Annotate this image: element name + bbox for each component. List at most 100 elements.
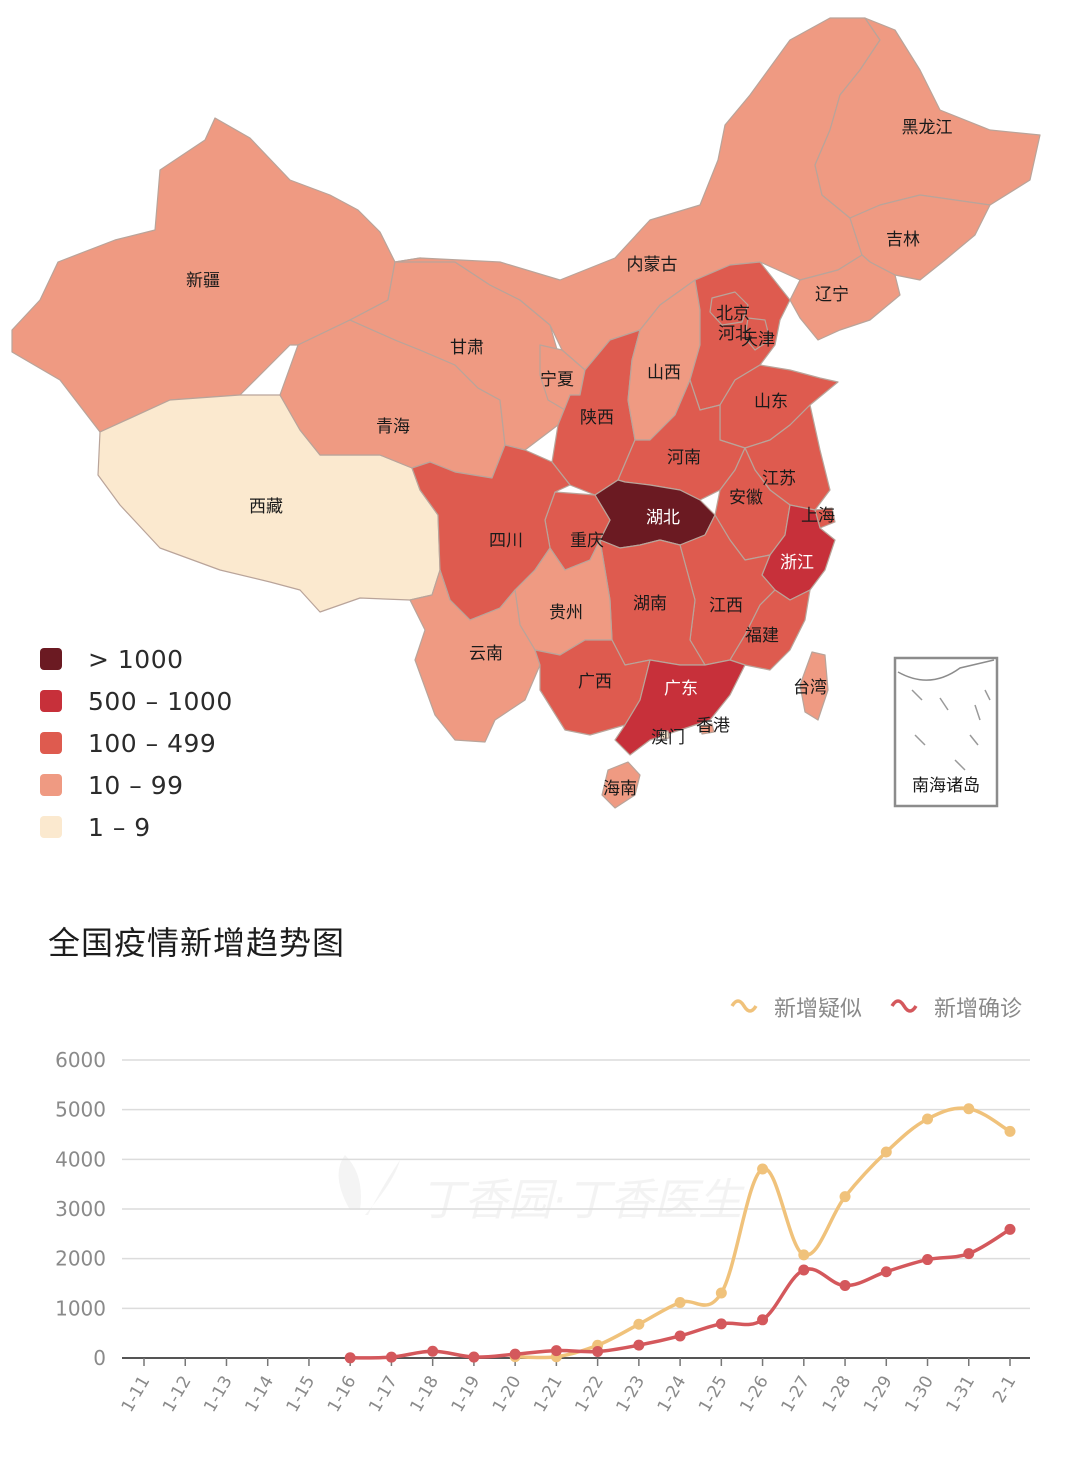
legend-swatch	[40, 816, 62, 838]
y-tick-label: 3000	[55, 1197, 106, 1221]
data-point[interactable]	[963, 1103, 975, 1115]
legend-label: 1 – 9	[88, 812, 151, 842]
x-tick-label: 1-12	[159, 1373, 196, 1416]
province-label: 新疆	[186, 271, 220, 291]
province-label: 安徽	[729, 488, 763, 508]
data-point[interactable]	[963, 1248, 975, 1260]
x-tick-label: 1-28	[819, 1373, 856, 1416]
province-label: 上海	[801, 506, 835, 526]
x-tick-label: 1-25	[695, 1373, 732, 1416]
province-label: 河北	[718, 324, 752, 344]
data-point[interactable]	[715, 1318, 727, 1330]
chart-legend-label: 新增疑似	[774, 997, 862, 1022]
data-point[interactable]	[757, 1314, 769, 1326]
data-point[interactable]	[798, 1264, 810, 1276]
data-point[interactable]	[839, 1280, 851, 1292]
province-region[interactable]	[699, 723, 715, 735]
province-label: 河南	[667, 448, 701, 468]
data-point[interactable]	[468, 1351, 480, 1363]
data-point[interactable]	[798, 1249, 810, 1261]
province-label: 湖北	[646, 508, 680, 528]
province-label: 西藏	[249, 497, 283, 517]
x-tick-label: 2-1	[989, 1373, 1020, 1407]
province-shapes	[11, 17, 1041, 809]
svg-text:丁香园·丁香医生: 丁香园·丁香医生	[420, 1175, 745, 1226]
legend-item[interactable]: 100 – 499	[40, 722, 233, 764]
province-label: 山东	[754, 392, 788, 412]
province-label: 福建	[745, 626, 779, 646]
data-point[interactable]	[839, 1191, 851, 1203]
province-region[interactable]	[659, 730, 670, 740]
province-label: 陕西	[580, 408, 614, 428]
legend-item[interactable]: > 1000	[40, 638, 233, 680]
x-tick-label: 1-13	[200, 1373, 237, 1416]
data-point[interactable]	[1004, 1125, 1016, 1137]
legend-swatch	[40, 648, 62, 670]
chart-legend: 新增疑似 新增确诊	[730, 997, 1022, 1022]
province-region[interactable]	[601, 761, 641, 809]
x-axis: 1-11 1-12 1-13 1-14 1-15 1-16 1-17 1-18 1-19 1-20…	[118, 1358, 1020, 1416]
data-point[interactable]	[633, 1318, 645, 1330]
inset-label: 南海诸岛	[912, 776, 980, 796]
data-point[interactable]	[922, 1113, 934, 1125]
data-point[interactable]	[757, 1163, 769, 1175]
data-point[interactable]	[592, 1345, 604, 1357]
province-region[interactable]	[709, 291, 749, 326]
province-label: 吉林	[886, 230, 920, 250]
y-tick-label: 5000	[55, 1098, 106, 1122]
x-tick-label: 1-27	[778, 1373, 815, 1416]
x-tick-label: 1-31	[942, 1373, 979, 1416]
x-tick-label: 1-16	[324, 1373, 361, 1416]
province-region[interactable]	[789, 254, 901, 341]
data-point[interactable]	[715, 1287, 727, 1299]
data-point[interactable]	[344, 1352, 356, 1364]
province-label: 辽宁	[815, 285, 849, 305]
south-china-sea-inset: 南海诸岛	[893, 656, 999, 808]
data-point[interactable]	[674, 1330, 686, 1342]
province-label: 天津	[741, 330, 775, 350]
y-tick-label: 0	[93, 1346, 106, 1370]
data-point[interactable]	[880, 1266, 892, 1278]
legend-label: 500 – 1000	[88, 686, 233, 716]
province-region[interactable]	[614, 659, 746, 756]
province-label: 贵州	[549, 603, 583, 623]
legend-item[interactable]: 1 – 9	[40, 806, 233, 848]
province-label: 广西	[578, 672, 612, 692]
province-label: 海南	[603, 779, 637, 799]
province-label: 黑龙江	[902, 118, 953, 138]
province-label: 重庆	[570, 531, 604, 551]
x-tick-label: 1-29	[860, 1373, 897, 1416]
map-legend: > 1000 500 – 1000 100 – 499 10 – 99 1 – 9	[40, 638, 233, 848]
data-point[interactable]	[880, 1146, 892, 1158]
x-tick-label: 1-23	[613, 1373, 650, 1416]
data-point[interactable]	[550, 1345, 562, 1357]
chart-legend-item[interactable]: 新增确诊	[890, 997, 1022, 1022]
data-point[interactable]	[633, 1339, 645, 1351]
province-region[interactable]	[744, 317, 771, 351]
data-point[interactable]	[1004, 1223, 1016, 1235]
data-point[interactable]	[674, 1296, 686, 1308]
data-point[interactable]	[385, 1351, 397, 1363]
x-tick-label: 1-19	[448, 1373, 485, 1416]
province-label: 江西	[709, 596, 743, 616]
province-region[interactable]	[799, 651, 829, 721]
data-point[interactable]	[427, 1345, 439, 1357]
watermark: 丁香园·丁香医生	[338, 1155, 745, 1226]
series	[344, 1223, 1016, 1364]
trend-chart-title: 全国疫情新增趋势图	[48, 924, 346, 962]
x-tick-label: 1-26	[736, 1373, 773, 1416]
province-label: 青海	[376, 417, 410, 437]
province-label: 澳门	[651, 728, 685, 748]
x-tick-label: 1-11	[118, 1373, 155, 1416]
legend-item[interactable]: 500 – 1000	[40, 680, 233, 722]
data-point[interactable]	[922, 1254, 934, 1266]
legend-label: 10 – 99	[88, 770, 184, 800]
x-tick-label: 1-15	[283, 1373, 320, 1416]
data-point[interactable]	[509, 1348, 521, 1360]
legend-item[interactable]: 10 – 99	[40, 764, 233, 806]
legend-line-icon	[730, 999, 758, 1013]
y-tick-label: 4000	[55, 1147, 106, 1171]
province-label: 广东	[664, 679, 698, 699]
chart-legend-item[interactable]: 新增疑似	[730, 997, 862, 1022]
